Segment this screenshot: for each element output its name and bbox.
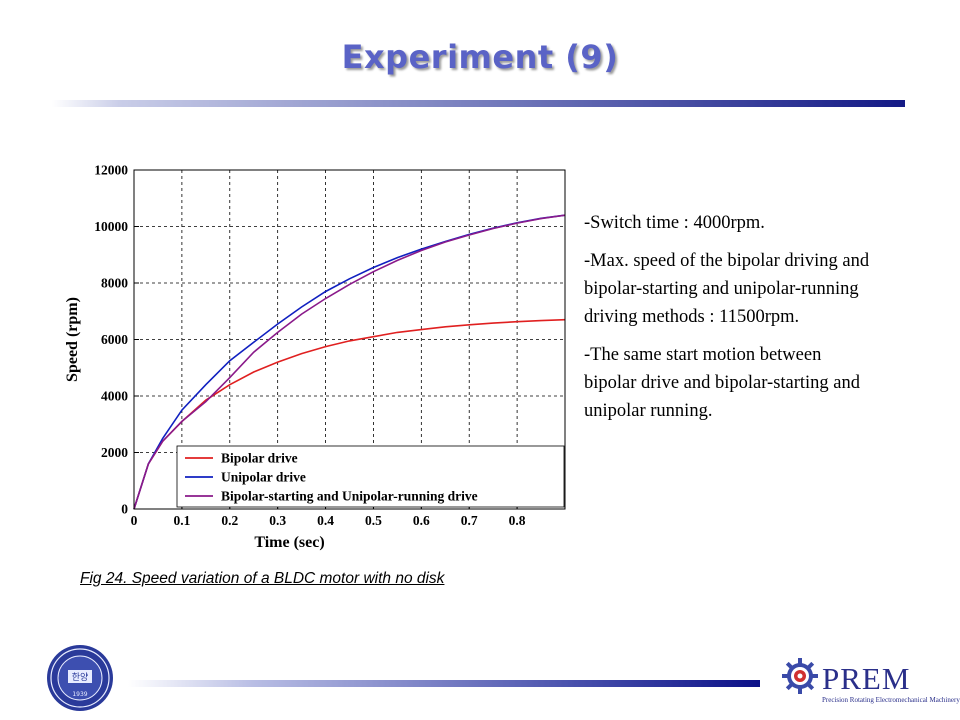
y-tick-label: 0 — [121, 502, 128, 517]
y-tick-label: 8000 — [101, 276, 128, 291]
chart-ticks: 0 0.1 0.2 0.3 0.4 0.5 0.6 0.7 0.8 0 2000 4000 6000 80… — [94, 163, 526, 529]
legend-box — [176, 445, 565, 508]
prem-logo-name: PREM — [822, 661, 911, 696]
x-tick-label: 0.8 — [509, 513, 526, 528]
note-line: unipolar running. — [584, 401, 713, 421]
note-line: bipolar drive and bipolar-starting and — [584, 373, 861, 393]
x-tick-label: 0.1 — [173, 513, 190, 528]
note-line: -Max. speed of the bipolar driving and — [584, 251, 870, 271]
legend-label: Bipolar-starting and Unipolar-running dr… — [221, 489, 478, 504]
footer-bar — [128, 680, 760, 687]
x-tick-label: 0.5 — [365, 513, 382, 528]
slide-title: Experiment (9) — [341, 38, 619, 76]
note-line: driving methods : 11500rpm. — [584, 307, 800, 327]
y-axis-label: Speed (rpm) — [64, 297, 81, 382]
x-tick-label: 0 — [131, 513, 138, 528]
y-tick-label: 12000 — [94, 163, 128, 178]
seal-year: 1939 — [72, 691, 87, 698]
prem-logo-subtitle: Precision Rotating Electromechanical Mac… — [822, 696, 960, 704]
note-line: -The same start motion between — [584, 345, 822, 365]
note-item: -Switch time : 4000rpm. — [584, 209, 954, 237]
chart-series — [133, 214, 566, 510]
note-item: -Max. speed of the bipolar driving and b… — [584, 247, 954, 331]
note-line: -Switch time : 4000rpm. — [584, 213, 765, 233]
y-tick-label: 2000 — [101, 445, 128, 460]
x-tick-label: 0.6 — [413, 513, 430, 528]
legend-label: Unipolar drive — [221, 470, 306, 485]
x-tick-label: 0.4 — [317, 513, 334, 528]
x-tick-label: 0.3 — [269, 513, 286, 528]
x-tick-label: 0.7 — [461, 513, 478, 528]
x-axis-label: Time (sec) — [254, 534, 324, 551]
university-seal-icon: 한양 1939 — [47, 645, 113, 711]
speed-chart: 0 0.1 0.2 0.3 0.4 0.5 0.6 0.7 0.8 0 2000 4000 6000 80… — [64, 163, 566, 551]
y-tick-label: 10000 — [94, 219, 128, 234]
title-underline-bar — [52, 100, 905, 107]
legend-label: Bipolar drive — [221, 451, 298, 466]
chart-grid — [134, 170, 565, 509]
y-tick-label: 4000 — [101, 389, 128, 404]
series-line-3 — [133, 214, 566, 510]
notes-panel: -Switch time : 4000rpm. -Max. speed of th… — [584, 209, 954, 435]
y-tick-label: 6000 — [101, 332, 128, 347]
note-line: bipolar-starting and unipolar-running — [584, 279, 859, 299]
seal-text: 한양 — [72, 672, 89, 683]
x-tick-label: 0.2 — [221, 513, 238, 528]
prem-gear-icon — [782, 658, 818, 694]
note-item: -The same start motion between bipolar d… — [584, 341, 954, 425]
figure-caption: Fig 24. Speed variation of a BLDC motor … — [80, 570, 445, 587]
chart-legend: Bipolar drive Unipolar drive Bipolar-start… — [176, 445, 565, 508]
